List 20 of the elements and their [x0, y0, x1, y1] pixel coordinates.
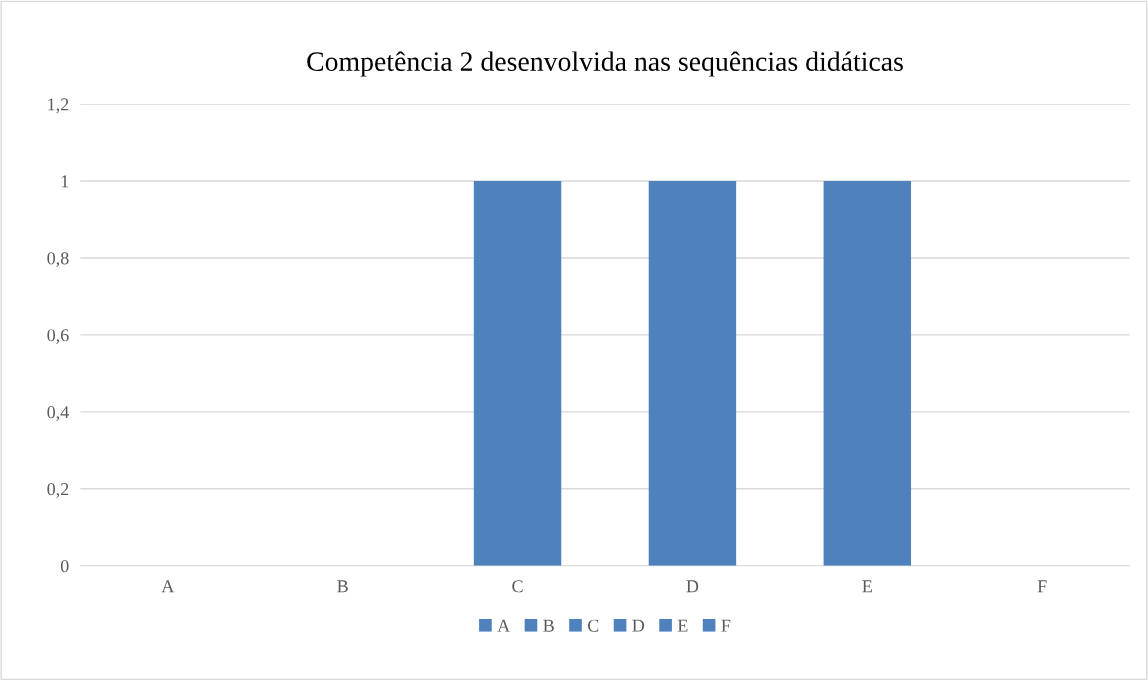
legend-label: B [543, 619, 554, 632]
x-tick-label: B [337, 580, 348, 593]
y-tick-label: 0,6 [47, 329, 69, 344]
legend-label: C [587, 619, 599, 632]
legend-label: A [497, 619, 511, 632]
legend-label: F [721, 619, 731, 632]
x-tick-label: E [862, 580, 872, 593]
y-tick-label: 1 [61, 175, 69, 188]
x-tick-label: F [1037, 580, 1047, 593]
chart-title: Competência 2 desenvolvida nas sequências didáticas [307, 51, 903, 77]
y-tick-label: 0 [60, 560, 69, 573]
y-tick-label: 0,4 [47, 406, 69, 421]
x-tick-label: D [686, 580, 699, 593]
x-tick-label: C [512, 580, 523, 593]
y-tick-label: 0,8 [47, 252, 69, 267]
y-tick-label: 1,2 [48, 98, 69, 114]
legend-label: E [677, 619, 688, 632]
legend-label: D [632, 619, 645, 632]
x-tick-label: A [161, 580, 175, 593]
y-tick-label: 0,2 [47, 483, 69, 498]
